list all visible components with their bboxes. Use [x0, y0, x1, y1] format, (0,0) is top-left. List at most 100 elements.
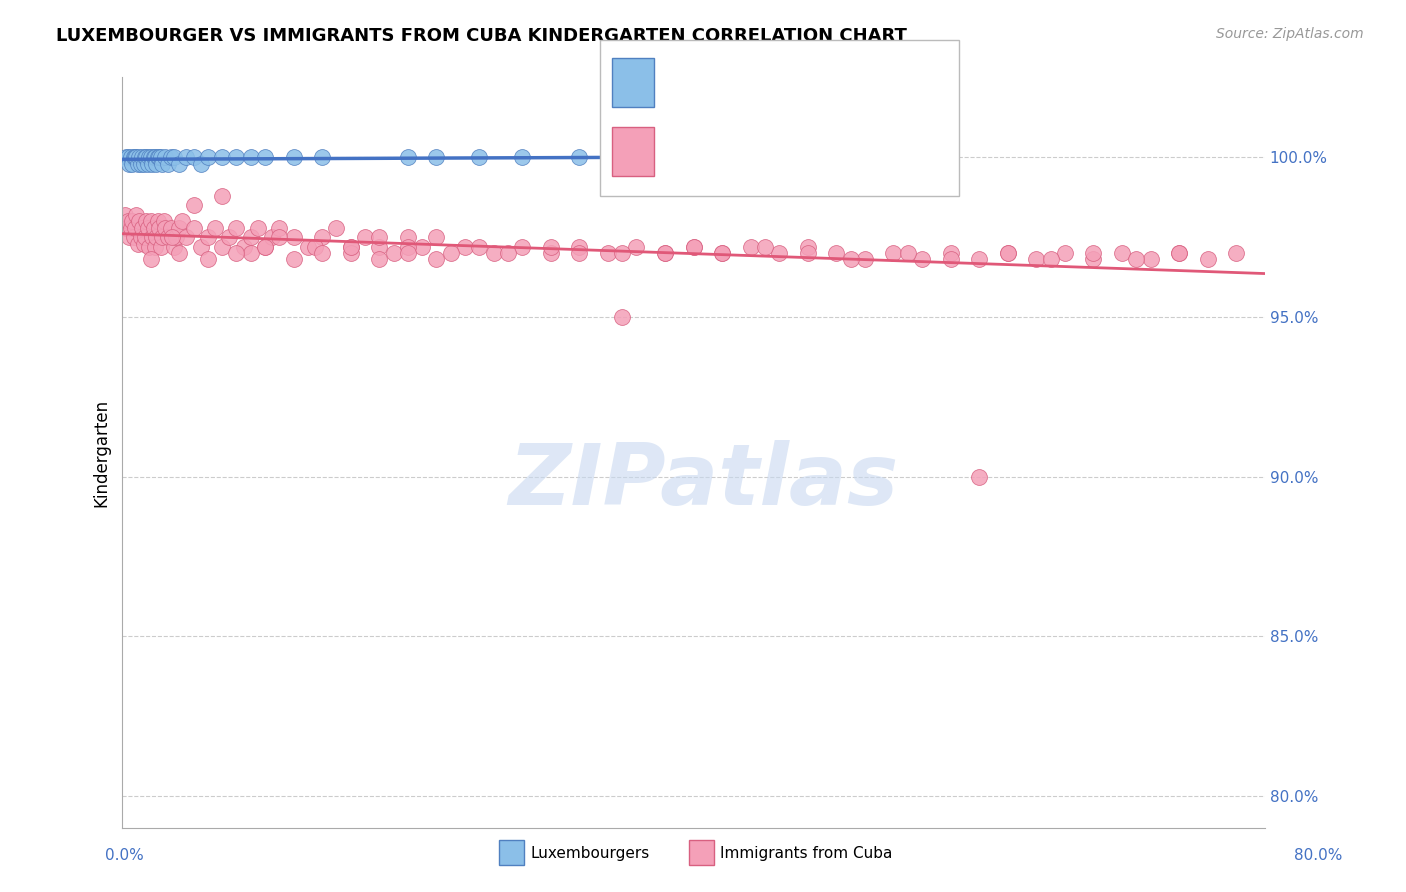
Point — [153, 220, 176, 235]
Point — [740, 240, 762, 254]
Point — [148, 220, 170, 235]
Point — [1025, 252, 1047, 267]
Point — [121, 214, 143, 228]
Point — [176, 230, 198, 244]
Point — [839, 252, 862, 267]
Point — [135, 214, 157, 228]
Point — [283, 252, 305, 267]
Point — [368, 240, 391, 254]
Text: -0.187: -0.187 — [699, 136, 756, 154]
Point — [396, 240, 419, 254]
Point — [149, 150, 172, 164]
Point — [176, 150, 198, 164]
Point — [897, 150, 920, 164]
Point — [239, 150, 262, 164]
Point — [1083, 252, 1105, 267]
Point — [269, 220, 291, 235]
Point — [232, 240, 254, 254]
Point — [136, 156, 159, 170]
Point — [283, 230, 305, 244]
Point — [159, 150, 181, 164]
Point — [540, 240, 562, 254]
Point — [136, 220, 159, 235]
Point — [117, 150, 139, 164]
Text: 0.409: 0.409 — [699, 69, 749, 87]
Point — [897, 246, 920, 260]
Point — [169, 220, 191, 235]
Text: Luxembourgers: Luxembourgers — [530, 846, 650, 861]
Point — [440, 246, 463, 260]
Point — [142, 220, 165, 235]
Point — [482, 246, 505, 260]
Text: Immigrants from Cuba: Immigrants from Cuba — [720, 846, 893, 861]
Point — [654, 246, 676, 260]
Point — [118, 156, 141, 170]
Point — [339, 246, 361, 260]
Point — [997, 246, 1019, 260]
Point — [368, 230, 391, 244]
Point — [127, 156, 149, 170]
Point — [1168, 246, 1191, 260]
Point — [997, 246, 1019, 260]
Point — [682, 240, 704, 254]
Text: R =: R = — [665, 136, 704, 154]
Point — [1168, 246, 1191, 260]
Point — [382, 246, 405, 260]
Point — [139, 150, 162, 164]
Point — [396, 150, 419, 164]
Point — [134, 150, 156, 164]
Point — [354, 230, 377, 244]
Point — [149, 240, 172, 254]
Point — [211, 188, 233, 202]
Point — [297, 240, 319, 254]
Text: LUXEMBOURGER VS IMMIGRANTS FROM CUBA KINDERGARTEN CORRELATION CHART: LUXEMBOURGER VS IMMIGRANTS FROM CUBA KIN… — [56, 27, 907, 45]
Point — [183, 198, 205, 212]
Point — [114, 208, 136, 222]
Point — [197, 252, 219, 267]
Point — [540, 246, 562, 260]
Point — [411, 240, 433, 254]
Point — [1125, 252, 1147, 267]
Point — [425, 230, 447, 244]
Point — [122, 150, 145, 164]
Point — [853, 252, 876, 267]
Point — [711, 246, 734, 260]
Point — [118, 230, 141, 244]
Point — [496, 246, 519, 260]
Point — [468, 240, 491, 254]
Point — [882, 246, 904, 260]
Point — [125, 150, 148, 164]
Point — [825, 150, 848, 164]
Point — [1197, 252, 1219, 267]
Point — [1111, 246, 1133, 260]
Point — [128, 214, 150, 228]
Point — [115, 150, 138, 164]
Point — [568, 150, 591, 164]
Point — [568, 246, 591, 260]
Point — [139, 214, 162, 228]
Point — [1139, 252, 1161, 267]
Point — [160, 230, 183, 244]
Point — [711, 150, 734, 164]
Point — [165, 230, 187, 244]
Point — [682, 240, 704, 254]
Point — [654, 150, 676, 164]
Point — [129, 230, 152, 244]
Point — [967, 252, 990, 267]
Point — [225, 220, 247, 235]
Point — [768, 246, 790, 260]
Point — [304, 240, 326, 254]
Point — [117, 214, 139, 228]
Point — [253, 240, 276, 254]
Point — [425, 150, 447, 164]
Point — [211, 150, 233, 164]
Point — [145, 156, 167, 170]
Point — [138, 150, 160, 164]
Point — [754, 240, 776, 254]
Point — [132, 236, 155, 251]
Point — [115, 220, 138, 235]
Point — [125, 208, 148, 222]
Point — [138, 240, 160, 254]
Text: 125: 125 — [801, 136, 835, 154]
Point — [610, 246, 633, 260]
